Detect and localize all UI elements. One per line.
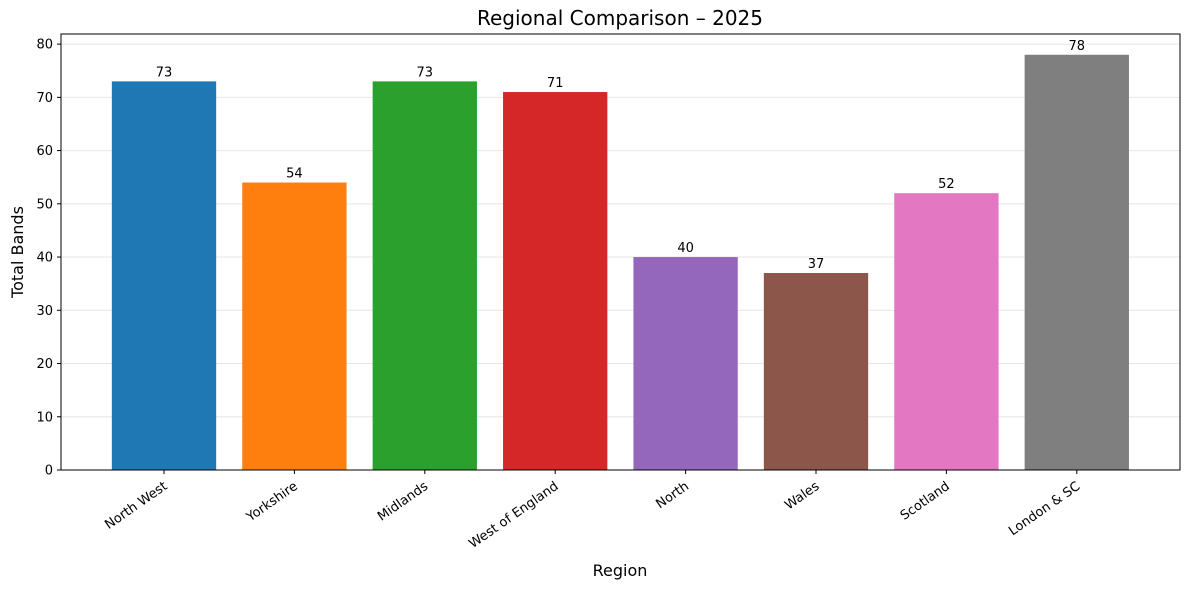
y-tick-label: 0 [45,464,53,479]
y-tick-label: 40 [36,251,53,266]
bar [372,81,477,470]
bar [1024,54,1129,471]
x-tick-label: North [654,479,692,512]
bar [503,92,608,471]
y-tick-label: 80 [36,38,53,53]
value-label: 73 [417,65,434,80]
bar [111,81,217,470]
y-tick-label: 10 [36,410,53,425]
value-label: 37 [808,257,825,272]
y-tick-label: 50 [36,197,53,212]
x-tick-label: West of England [466,479,561,552]
x-tick-label: London & SC [1006,479,1083,539]
x-tick-label: Midlands [375,479,431,525]
x-tick-label: Scotland [898,479,953,524]
x-tick-label: North West [102,479,170,533]
x-tick-label: Wales [782,479,822,513]
y-axis-label: Total Bands [8,206,27,299]
value-label: 40 [677,241,694,256]
bar [763,273,869,470]
y-tick-label: 30 [36,304,53,319]
value-label: 71 [547,76,564,91]
plot-frame [60,33,1181,471]
x-tick-label: Yorkshire [243,479,301,526]
value-label: 73 [156,65,173,80]
y-tick-label: 20 [36,357,53,372]
value-label: 78 [1069,39,1086,54]
bar [633,257,738,470]
bar [242,182,347,470]
x-axis-label: Region [593,561,648,580]
value-label: 54 [286,167,303,182]
y-tick-label: 70 [36,91,53,106]
value-label: 52 [938,177,955,192]
chart-title: Regional Comparison – 2025 [477,6,763,30]
y-tick-label: 60 [36,144,53,159]
bar [894,193,999,470]
